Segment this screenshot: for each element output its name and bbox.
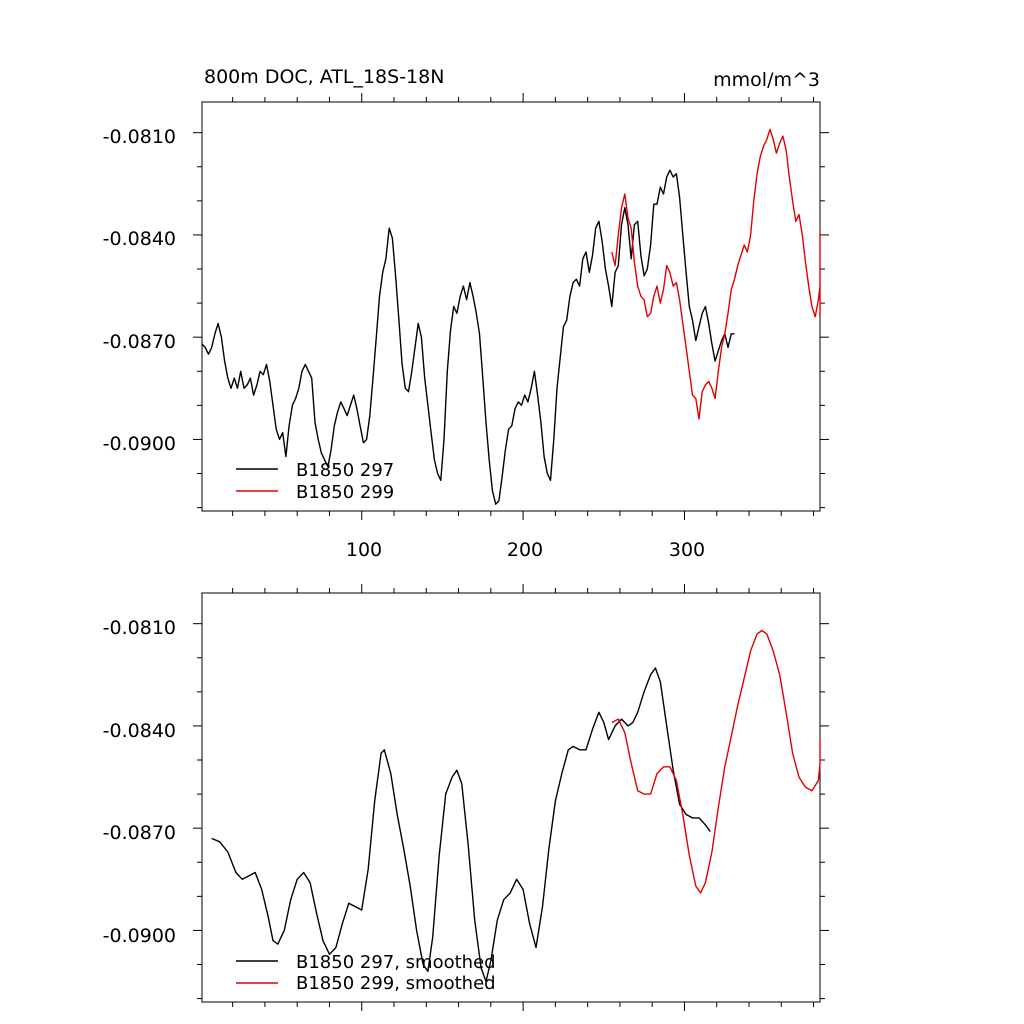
bottom-legend-label-0: B1850 297, smoothed	[296, 952, 496, 973]
bottom-y-tick-label-1: -0.0840	[103, 720, 176, 742]
top-y-tick-label-3: -0.0900	[103, 433, 176, 455]
bottom-y-tick-label-3: -0.0900	[103, 925, 176, 947]
top-y-tick-label-2: -0.0870	[103, 331, 176, 353]
top-series-line-0	[201, 169, 735, 505]
top-legend: B1850 297 B1850 299	[236, 460, 394, 503]
bottom-series-line-1	[611, 629, 821, 894]
top-chart-units: mmol/m^3	[713, 69, 820, 91]
top-legend-label-0: B1850 297	[296, 460, 394, 481]
top-chart-title: 800m DOC, ATL_18S-18N	[204, 66, 444, 88]
top-x-tick-label-1: 200	[507, 539, 543, 561]
top-x-tick-label-2: 300	[669, 539, 705, 561]
bottom-legend: B1850 297, smoothed B1850 299, smoothed	[236, 952, 496, 994]
bottom-y-tick-label-2: -0.0870	[103, 822, 176, 844]
top-panel: 800m DOC, ATL_18S-18N mmol/m^3 -0.0810 -…	[103, 66, 829, 561]
bottom-series-group	[211, 629, 821, 983]
top-legend-label-1: B1850 299	[296, 482, 394, 503]
top-x-tick-label-0: 100	[346, 539, 382, 561]
bottom-legend-label-1: B1850 299, smoothed	[296, 973, 496, 994]
top-plot-frame	[201, 101, 821, 512]
top-y-tick-label-1: -0.0840	[103, 228, 176, 250]
bottom-panel: -0.0810 -0.0840 -0.0870 -0.0900 B1850 29…	[103, 584, 829, 1011]
bottom-series-line-0	[211, 667, 711, 983]
bottom-y-tick-label-0: -0.0810	[103, 617, 176, 639]
top-y-tick-label-0: -0.0810	[103, 126, 176, 148]
top-axis-ticks	[193, 93, 829, 520]
top-series-group	[201, 128, 821, 505]
top-series-line-1	[611, 128, 821, 420]
bottom-axis-ticks	[193, 584, 829, 1011]
bottom-plot-frame	[201, 592, 821, 1003]
